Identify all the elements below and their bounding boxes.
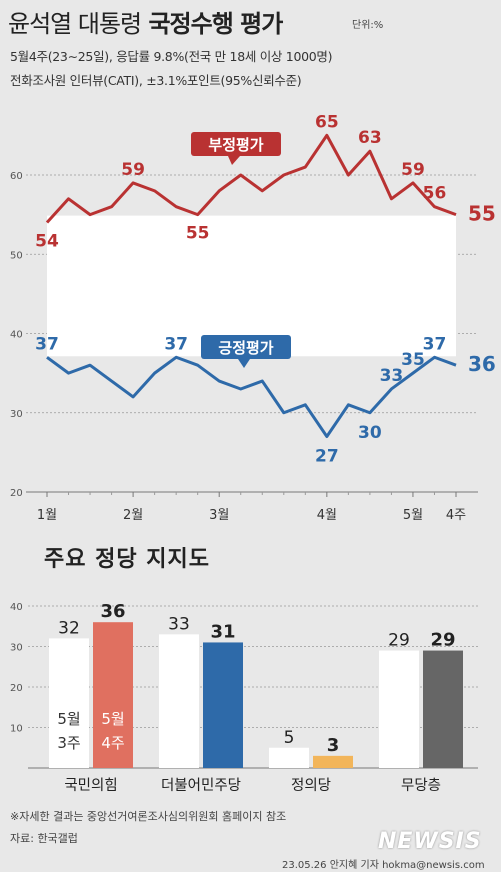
negative-data-label: 55 xyxy=(468,202,496,226)
bar-chart: 10 20 30 40 32 36 국민의힘 33 31 더불어민주당 5 3 정의당 29 29 무당층 5… xyxy=(10,601,478,794)
y-tick-label: 10 xyxy=(10,724,23,735)
x-axis-label: 3월 xyxy=(209,508,229,523)
y-tick-label: 60 xyxy=(10,171,23,182)
unit-label: 단위:% xyxy=(352,20,384,31)
bar-may4 xyxy=(313,755,353,768)
positive-data-label: 37 xyxy=(35,334,59,354)
positive-data-label: 37 xyxy=(164,334,188,354)
subtitle-survey-period: 5월4주(23∼25일), 응답률 9.8%(전국 만 18세 이상 1000명… xyxy=(10,49,333,64)
bar-may3 xyxy=(269,747,309,768)
x-axis-label: 5월 xyxy=(403,508,423,523)
title-part2: 국정수행 평가 xyxy=(148,10,283,38)
bar-may4 xyxy=(423,650,463,768)
y-tick-label: 20 xyxy=(10,488,23,499)
legend-may3-week: 3주 xyxy=(57,734,80,752)
positive-data-label: 35 xyxy=(401,350,425,370)
category-label: 국민의힘 xyxy=(64,777,117,794)
series-tag-pointer xyxy=(228,156,240,165)
series-tag-box xyxy=(201,335,291,359)
positive-data-label: 36 xyxy=(468,352,496,376)
bar-may3 xyxy=(49,638,89,768)
negative-data-label: 54 xyxy=(35,232,59,252)
negative-data-label: 59 xyxy=(401,160,425,180)
legend-may4-month: 5월 xyxy=(101,710,124,728)
bar-value-label: 5 xyxy=(284,728,295,748)
negative-data-label: 59 xyxy=(121,160,145,180)
x-axis-label: 1월 xyxy=(37,508,57,523)
bar-may4 xyxy=(93,622,133,768)
series-tag-box xyxy=(191,132,281,156)
y-tick-label: 20 xyxy=(10,683,23,694)
y-tick-label: 30 xyxy=(10,643,23,654)
category-label: 더불어민주당 xyxy=(161,777,241,794)
footer-credit: 23.05.26 안지혜 기자 hokma@newsis.com xyxy=(282,860,485,871)
negative-data-label: 63 xyxy=(358,128,382,148)
bar-value-label: 36 xyxy=(100,601,125,622)
positive-data-label: 30 xyxy=(358,423,382,443)
bar-may3 xyxy=(379,650,419,768)
bar-value-label: 29 xyxy=(388,631,410,651)
x-axis-label: 4월 xyxy=(317,508,337,523)
bar-value-label: 32 xyxy=(58,618,80,638)
subtitle-method: 전화조사원 인터뷰(CATI), ±3.1%포인트(95%신뢰수준) xyxy=(10,73,302,88)
title-part1: 윤석열 대통령 xyxy=(8,10,142,38)
newsis-logo: NEWSIS xyxy=(378,829,482,854)
y-tick-label: 30 xyxy=(10,409,23,420)
y-tick-label: 50 xyxy=(10,250,23,261)
positive-series-line xyxy=(46,355,457,439)
category-label: 정의당 xyxy=(291,777,331,794)
bar-may3 xyxy=(159,634,199,768)
category-label: 무당층 xyxy=(401,777,441,794)
negative-data-label: 65 xyxy=(315,112,339,132)
negative-data-label: 56 xyxy=(423,184,447,204)
negative-data-label: 55 xyxy=(186,224,210,244)
negative-series-tag: 부정평가 xyxy=(191,132,281,165)
x-axis-label: 4주 xyxy=(446,508,466,523)
y-tick-label: 40 xyxy=(10,330,23,341)
x-axis-label: 2월 xyxy=(123,508,143,523)
bar-value-label: 29 xyxy=(430,630,455,651)
series-tag-label: 부정평가 xyxy=(208,136,263,154)
y-tick-label: 40 xyxy=(10,602,23,613)
positive-data-label: 27 xyxy=(315,447,339,467)
series-tag-label: 긍정평가 xyxy=(218,339,273,357)
chart-gap-band xyxy=(47,215,456,357)
positive-data-label: 33 xyxy=(380,366,404,386)
bar-may4 xyxy=(203,642,243,768)
bar-chart-title: 주요 정당 지지도 xyxy=(44,547,210,572)
negative-series-line xyxy=(45,133,457,224)
legend-may4-week: 4주 xyxy=(101,734,124,752)
page-title: 윤석열 대통령 국정수행 평가 xyxy=(8,4,283,39)
footer-note: ※자세한 결과는 중앙선거여론조사심의위원회 홈페이지 참조 xyxy=(10,810,287,823)
bar-value-label: 33 xyxy=(168,614,190,634)
footer-source: 자료: 한국갤럽 xyxy=(10,832,78,845)
legend-may3-month: 5월 xyxy=(57,710,80,728)
bar-value-label: 3 xyxy=(327,735,340,756)
positive-series-tag: 긍정평가 xyxy=(201,335,291,368)
bar-value-label: 31 xyxy=(210,621,235,642)
series-tag-pointer xyxy=(238,359,250,368)
positive-data-label: 37 xyxy=(423,334,447,354)
